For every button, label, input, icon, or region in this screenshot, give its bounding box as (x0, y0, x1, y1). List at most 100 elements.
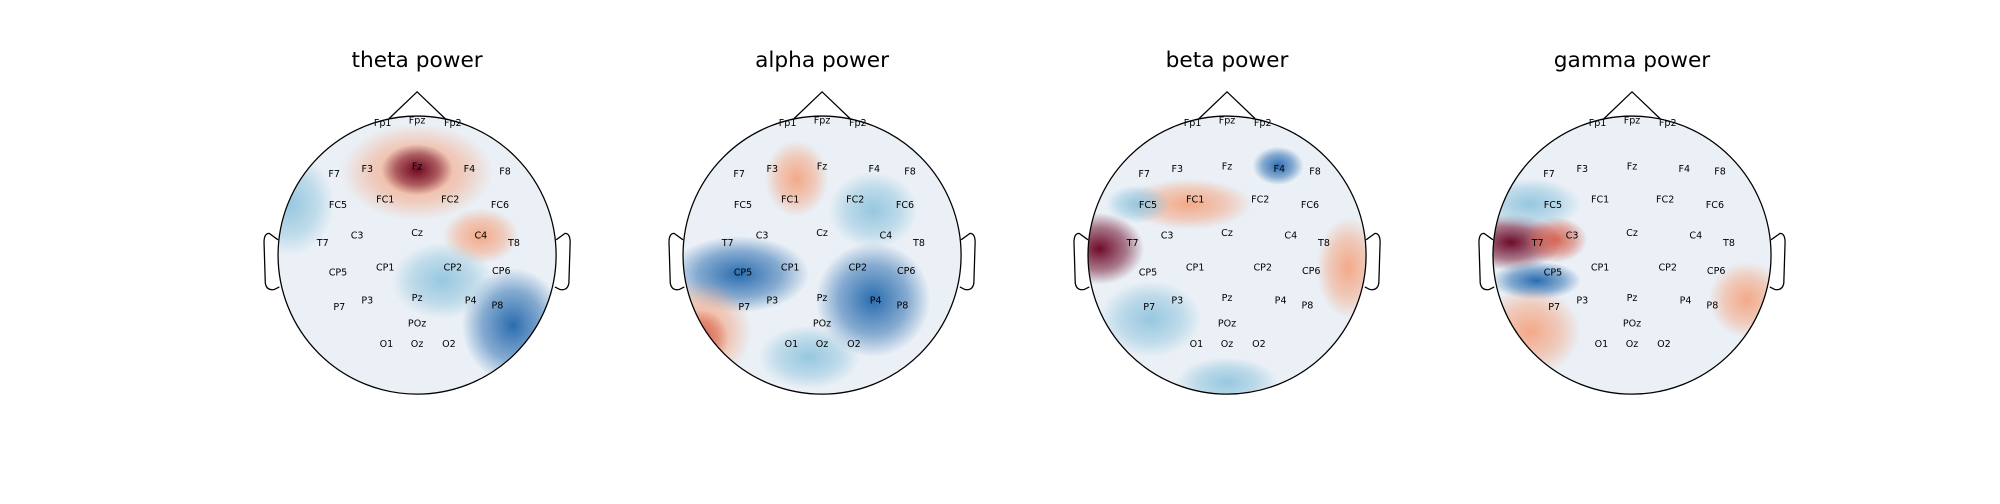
electrode-label: Pz (412, 293, 423, 304)
electrode-label: FC5 (329, 200, 347, 211)
electrode-label: F7 (328, 169, 340, 180)
electrode-label: FC1 (1186, 195, 1204, 206)
electrode-label: P8 (897, 301, 909, 312)
electrode-label: Fp1 (374, 118, 392, 129)
electrode-label: FC6 (1301, 200, 1319, 211)
electrode-label: CP5 (1139, 267, 1158, 278)
electrode-label: CP6 (897, 266, 916, 277)
electrode-label: T7 (316, 238, 329, 249)
electrode-label: F4 (1679, 164, 1691, 175)
field-blob (828, 172, 918, 249)
electrode-label: T7 (721, 238, 734, 249)
electrode-label: P4 (1275, 296, 1287, 307)
electrode-label: C4 (474, 230, 487, 241)
electrode-label: O1 (1190, 339, 1204, 350)
nose (793, 90, 851, 120)
electrode-label: Fz (817, 162, 828, 173)
electrode-label: P7 (1548, 302, 1560, 313)
electrode-label: Fp2 (849, 118, 867, 129)
panel-title: beta power (1166, 48, 1289, 73)
electrode-label: Cz (411, 228, 423, 239)
ear-right (1364, 232, 1381, 291)
electrode-label: Cz (816, 228, 828, 239)
electrode-label: F8 (1309, 167, 1321, 178)
electrode-label: F4 (464, 164, 476, 175)
electrode-label: FC6 (896, 200, 914, 211)
electrode-label: FC5 (734, 200, 752, 211)
field-blob (1492, 286, 1581, 377)
electrode-label: F3 (1576, 164, 1588, 175)
electrode-label: F3 (1172, 164, 1184, 175)
panel-title: theta power (351, 48, 482, 73)
electrode-label: T8 (507, 238, 520, 249)
panel-title: gamma power (1554, 48, 1711, 73)
ear-left (668, 232, 685, 291)
electrode-label: Fp1 (779, 118, 797, 129)
electrode-label: Fpz (1624, 116, 1641, 127)
electrode-label: FC5 (1139, 200, 1157, 211)
electrode-label: F7 (1138, 169, 1150, 180)
electrode-label: FC1 (1591, 195, 1609, 206)
electrode-label: P8 (1301, 301, 1313, 312)
electrode-label: Fpz (1219, 116, 1236, 127)
electrode-label: CP2 (849, 262, 868, 273)
head-outline (277, 115, 557, 395)
electrode-label: Oz (411, 339, 424, 350)
head-outline (1492, 115, 1772, 395)
electrode-label: P4 (870, 296, 882, 307)
field-blob (683, 280, 752, 383)
electrode-label: T7 (1126, 238, 1139, 249)
topomap: alpha power Fp1 Fpz Fp2 F7 F3 Fz F4 F8 FC5 FC1 FC2 F… (668, 48, 976, 395)
electrode-label: Fpz (814, 116, 831, 127)
electrode-label: FC5 (1544, 200, 1562, 211)
electrode-label: O2 (847, 339, 861, 350)
electrode-label: P7 (738, 302, 750, 313)
electrode-label: CP6 (1707, 266, 1726, 277)
electrode-label: O2 (1657, 339, 1671, 350)
electrode-label: CP1 (376, 262, 395, 273)
electrode-label: Fp2 (444, 118, 462, 129)
electrode-label: Fz (412, 162, 423, 173)
electrode-label: Cz (1221, 228, 1233, 239)
electrode-label: Fz (1627, 162, 1638, 173)
ear-right (959, 232, 976, 291)
topomap: theta power Fp1 Fpz Fp2 F7 F3 Fz F4 F8 FC5 FC1 FC2 F… (263, 48, 571, 395)
electrode-label: P3 (766, 296, 778, 307)
electrode-label: Fz (1222, 162, 1233, 173)
electrode-label: Oz (816, 339, 829, 350)
electrode-label: P8 (492, 301, 504, 312)
electrode-label: F8 (499, 167, 511, 178)
electrode-label: F7 (1543, 169, 1555, 180)
field-blob (1088, 213, 1145, 285)
electrode-label: C3 (1566, 230, 1579, 241)
electrode-label: Fp2 (1659, 118, 1677, 129)
electrode-label: P8 (1706, 301, 1718, 312)
electrode-label: FC6 (491, 200, 509, 211)
electrode-label: F8 (1714, 167, 1726, 178)
electrode-label: P3 (361, 296, 373, 307)
electrode-label: CP6 (1302, 266, 1321, 277)
ear-right (1769, 232, 1786, 291)
nose (1603, 90, 1661, 120)
electrode-label: C4 (1689, 230, 1702, 241)
electrode-label: P7 (1143, 302, 1155, 313)
nose (388, 90, 446, 120)
field-blob (764, 140, 829, 217)
electrode-label: POz (1623, 318, 1641, 329)
electrode-label: Pz (1627, 293, 1638, 304)
electrode-label: C3 (756, 230, 769, 241)
electrode-label: Fp1 (1589, 118, 1607, 129)
electrode-label: P3 (1171, 296, 1183, 307)
electrode-label: T8 (1722, 238, 1735, 249)
field-blob (381, 144, 453, 196)
electrode-label: CP1 (1591, 262, 1610, 273)
head-outline (1087, 115, 1367, 395)
electrode-label: P7 (333, 302, 345, 313)
electrode-label: FC1 (376, 195, 394, 206)
electrode-label: FC2 (1656, 195, 1674, 206)
head-outline (682, 115, 962, 395)
field (683, 140, 931, 390)
electrode-label: P3 (1576, 296, 1588, 307)
nose (1198, 90, 1256, 120)
